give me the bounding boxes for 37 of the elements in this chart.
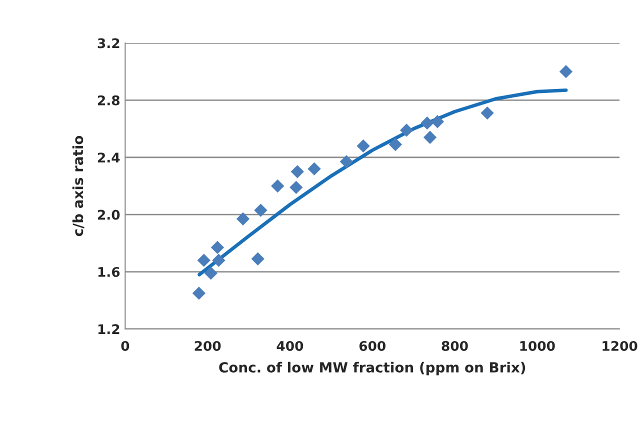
x-tick-label: 1200 [602,340,638,351]
point [388,138,402,152]
y-tick-label: 1.6 [98,266,120,277]
y-tick-label: 2.0 [98,210,120,220]
point [236,212,250,226]
point [559,65,573,78]
line-series [198,88,568,276]
point [212,254,226,267]
x-axis-title: Conc. of low MW fraction (ppm on Brix) [219,362,526,376]
point [480,106,494,120]
point [423,130,437,144]
point [290,165,304,178]
point [197,254,210,267]
y-axis-title: c/b axis ratio [72,136,84,236]
point [340,155,353,168]
x-tick-label: 600 [359,340,386,351]
point [204,266,218,280]
y-tick-label: 2.4 [98,152,120,162]
x-tick-label: 1000 [520,340,555,351]
point [308,162,321,176]
y-tick-label: 2.8 [98,95,120,106]
point [251,252,264,266]
point [192,286,206,300]
point [290,180,303,194]
point [400,124,414,137]
x-tick-label: 200 [194,340,221,351]
point [254,204,268,217]
y-tick-label: 1.2 [98,324,120,334]
point [420,116,434,130]
point [356,139,370,153]
x-tick-label: 800 [442,340,468,351]
y-tick-label: 3.2 [98,38,120,48]
x-tick-label: 0 [121,340,130,351]
point [271,179,284,193]
point [430,115,444,128]
point [210,240,224,254]
x-tick-label: 400 [276,340,304,351]
